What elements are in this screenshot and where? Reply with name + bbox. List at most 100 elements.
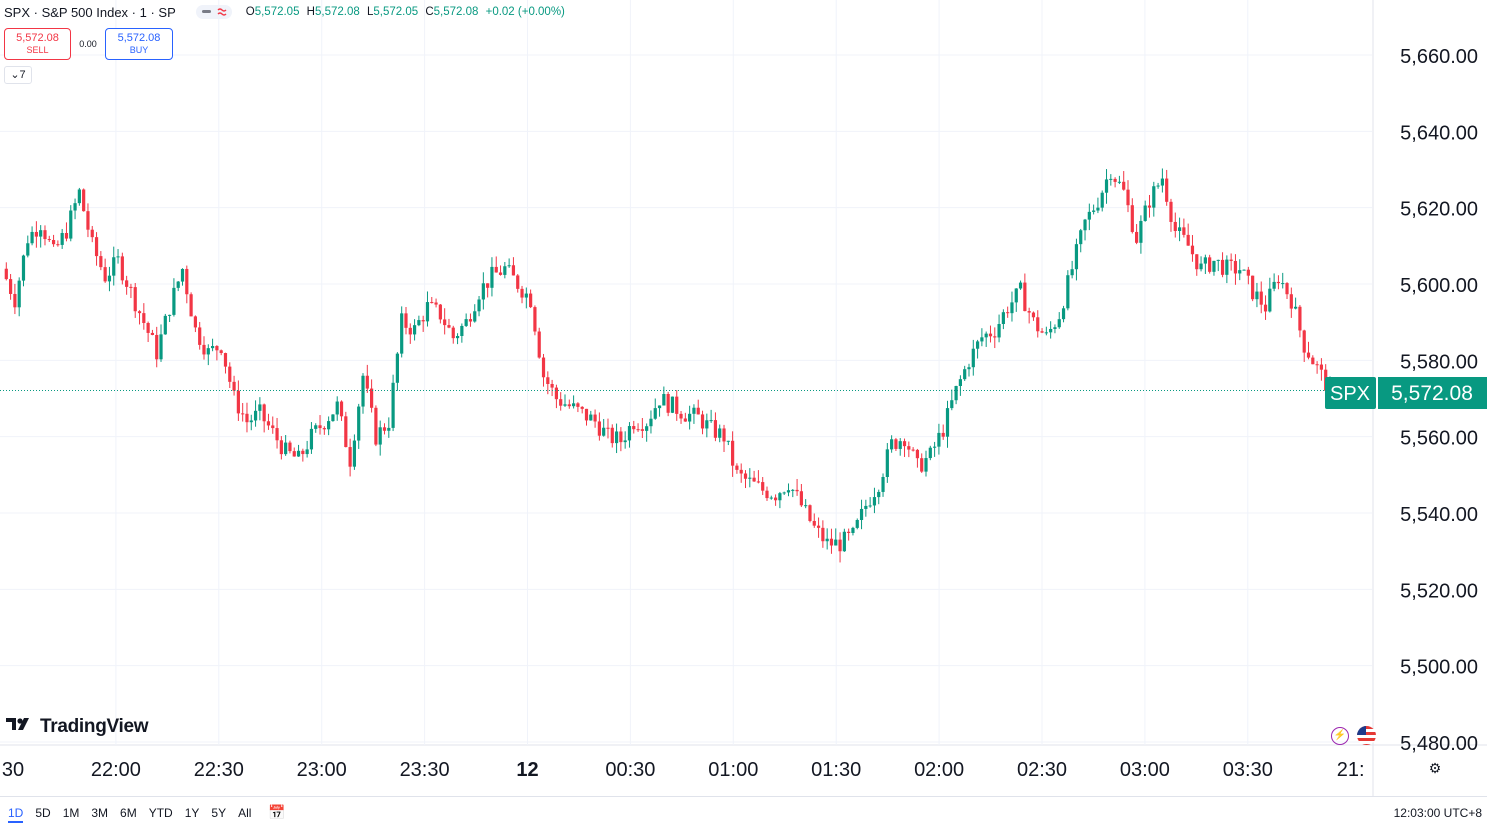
candle <box>245 402 249 433</box>
candle <box>902 438 907 457</box>
candle <box>163 313 167 335</box>
candle <box>219 349 223 356</box>
calendar-goto-icon[interactable]: 📅 <box>268 804 286 820</box>
candle <box>670 396 675 414</box>
range-6m[interactable]: 6M <box>120 806 137 820</box>
candle <box>1263 295 1268 320</box>
candle <box>1225 255 1229 284</box>
candle <box>189 292 193 317</box>
candle <box>39 225 43 248</box>
tradingview-logo[interactable]: TradingView <box>6 716 149 738</box>
candle <box>1083 218 1087 241</box>
candle <box>1311 355 1315 365</box>
candle <box>352 434 357 470</box>
candle <box>387 417 391 438</box>
x-tick-label: 01:00 <box>708 759 758 781</box>
candle <box>142 303 146 330</box>
candle <box>812 513 816 528</box>
candle <box>1246 266 1250 285</box>
candle <box>584 408 589 426</box>
gear-icon[interactable]: ⚙ <box>1428 760 1442 776</box>
candle <box>451 325 455 344</box>
candle <box>855 518 859 530</box>
candle <box>47 235 51 242</box>
range-5y[interactable]: 5Y <box>211 806 227 820</box>
candle <box>731 431 735 477</box>
candle <box>481 272 485 310</box>
candle <box>464 313 468 327</box>
candle <box>1006 306 1010 318</box>
price-tag: SPX 5,572.08 <box>1325 377 1487 409</box>
candle <box>851 526 855 536</box>
candle <box>571 395 576 409</box>
candle <box>1096 197 1100 214</box>
candle <box>1199 256 1203 272</box>
candle <box>984 331 988 347</box>
x-tick-label: 30 <box>2 759 24 781</box>
candle <box>309 422 314 454</box>
price-chart[interactable]: 5,660.00 5,640.00 5,620.00 5,600.00 5,580.00… <box>0 0 1487 796</box>
candle <box>13 283 17 315</box>
candle <box>232 375 236 396</box>
candle <box>146 321 150 343</box>
candle <box>486 283 490 298</box>
candle <box>64 222 69 242</box>
candle <box>602 418 606 437</box>
candle <box>675 390 679 421</box>
range-1y[interactable]: 1Y <box>184 806 200 820</box>
candle <box>890 435 894 453</box>
candle <box>597 412 601 441</box>
ohlc-values: O5,572.05 H5,572.08 L5,572.05 C5,572.08 … <box>246 6 565 18</box>
candle <box>610 424 614 448</box>
candle <box>636 423 640 432</box>
candle <box>950 389 954 411</box>
y-tick-label: 5,520.00 <box>1400 580 1478 602</box>
range-5d[interactable]: 5D <box>35 806 51 820</box>
candle <box>69 205 73 242</box>
candle <box>357 403 361 449</box>
tradingview-logo-text: TradingView <box>40 716 149 737</box>
range-selector: 1D 5D 1M 3M 6M YTD 1Y 5Y All <box>8 806 263 823</box>
candle <box>898 438 902 456</box>
candle <box>159 324 163 362</box>
candle <box>550 379 554 397</box>
candle <box>593 409 597 428</box>
range-3m[interactable]: 3M <box>91 806 109 820</box>
candle <box>1061 305 1066 323</box>
indicator-toggle-pill[interactable] <box>195 4 232 20</box>
sell-button[interactable]: 5,572.08 SELL <box>4 28 71 60</box>
buy-button[interactable]: 5,572.08 BUY <box>105 28 173 60</box>
candle <box>997 314 1001 343</box>
indicators-collapse-button[interactable]: ⌄7 <box>4 66 32 84</box>
range-all[interactable]: All <box>238 806 252 820</box>
candle <box>193 315 197 333</box>
candle <box>816 517 821 538</box>
us-flag-icon[interactable] <box>1357 726 1376 745</box>
sell-price: 5,572.08 <box>16 32 59 44</box>
y-tick-label: 5,640.00 <box>1400 122 1478 144</box>
candle <box>576 402 580 413</box>
range-1d[interactable]: 1D <box>8 806 24 823</box>
candle <box>1182 218 1186 238</box>
candle <box>1018 280 1023 290</box>
price-tag-price: 5,572.08 <box>1391 382 1473 405</box>
range-ytd[interactable]: YTD <box>148 806 173 820</box>
candle <box>933 441 937 457</box>
candle <box>743 470 748 489</box>
x-tick-label: 02:00 <box>914 759 964 781</box>
candle <box>1113 177 1117 188</box>
candle <box>640 418 644 438</box>
timezone-clock[interactable]: 12:03:00 UTC+8 <box>1393 806 1482 820</box>
candle <box>56 240 60 247</box>
symbol-title[interactable]: SPX · S&P 500 Index · 1 · SP <box>4 4 176 20</box>
y-tick-label: 5,580.00 <box>1400 351 1478 373</box>
range-1m[interactable]: 1M <box>62 806 80 820</box>
candle <box>99 251 103 271</box>
candle <box>662 386 666 406</box>
visibility-toggle-icon[interactable] <box>195 4 232 20</box>
candle <box>305 440 309 458</box>
candle <box>1023 273 1027 312</box>
candle <box>1229 253 1233 271</box>
lightning-icon[interactable]: ⚡ <box>1331 727 1349 745</box>
candle <box>1122 171 1126 191</box>
